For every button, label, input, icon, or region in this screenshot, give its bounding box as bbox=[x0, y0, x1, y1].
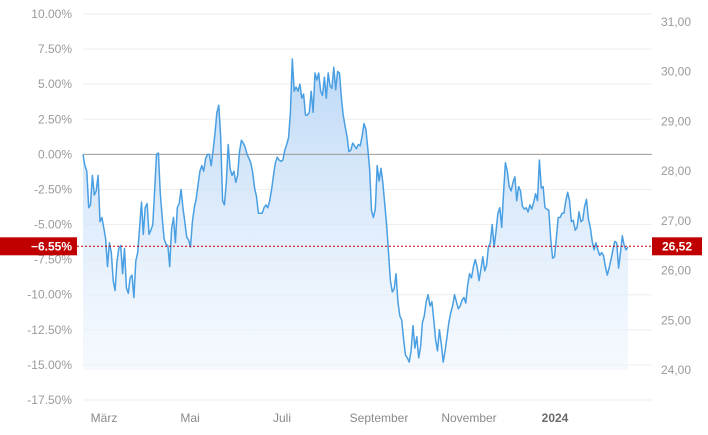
left-tick-label: 7.50% bbox=[38, 42, 72, 56]
current-percent-tag: −6.55% bbox=[0, 237, 77, 256]
current-price-label: 26,52 bbox=[662, 239, 692, 253]
left-tick-label: 0.00% bbox=[38, 147, 72, 161]
right-tick-label: 30,00 bbox=[661, 65, 691, 79]
current-price-tag: 26,52 bbox=[652, 237, 702, 256]
x-tick-label: November bbox=[441, 411, 496, 425]
right-tick-label: 24,00 bbox=[661, 363, 691, 377]
left-tick-label: -12.50% bbox=[27, 323, 72, 337]
right-tick-label: 28,00 bbox=[661, 164, 691, 178]
x-tick-label: Mai bbox=[180, 411, 199, 425]
left-tick-label: 2.50% bbox=[38, 112, 72, 126]
right-tick-label: 25,00 bbox=[661, 313, 691, 327]
left-tick-label: 10.00% bbox=[31, 7, 72, 21]
series-line[interactable] bbox=[82, 58, 629, 363]
left-tick-label: -17.50% bbox=[27, 393, 72, 407]
x-tick-label: 2024 bbox=[542, 411, 569, 425]
right-axis: 31,00 30,00 29,00 28,00 27,00 26,00 25,00 24,00 bbox=[661, 15, 691, 377]
left-tick-label: -15.00% bbox=[27, 358, 72, 372]
right-tick-label: 26,00 bbox=[661, 264, 691, 278]
x-axis: März Mai Juli September November 2024 bbox=[91, 411, 569, 425]
current-percent-label: −6.55% bbox=[31, 239, 72, 253]
right-tick-label: 31,00 bbox=[661, 15, 691, 29]
left-tick-label: -7.50% bbox=[34, 253, 72, 267]
x-tick-label: September bbox=[350, 411, 409, 425]
left-axis: 10.00% 7.50% 5.00% 2.50% 0.00% -2.50% -5.00% -7… bbox=[27, 7, 72, 407]
right-tick-label: 29,00 bbox=[661, 114, 691, 128]
x-tick-label: Juli bbox=[273, 411, 291, 425]
x-tick-label: März bbox=[91, 411, 118, 425]
left-tick-label: -10.00% bbox=[27, 288, 72, 302]
series-area-fill bbox=[83, 58, 628, 371]
left-tick-label: 5.00% bbox=[38, 77, 72, 91]
left-tick-label: -5.00% bbox=[34, 218, 72, 232]
left-tick-label: -2.50% bbox=[34, 182, 72, 196]
right-tick-label: 27,00 bbox=[661, 214, 691, 228]
